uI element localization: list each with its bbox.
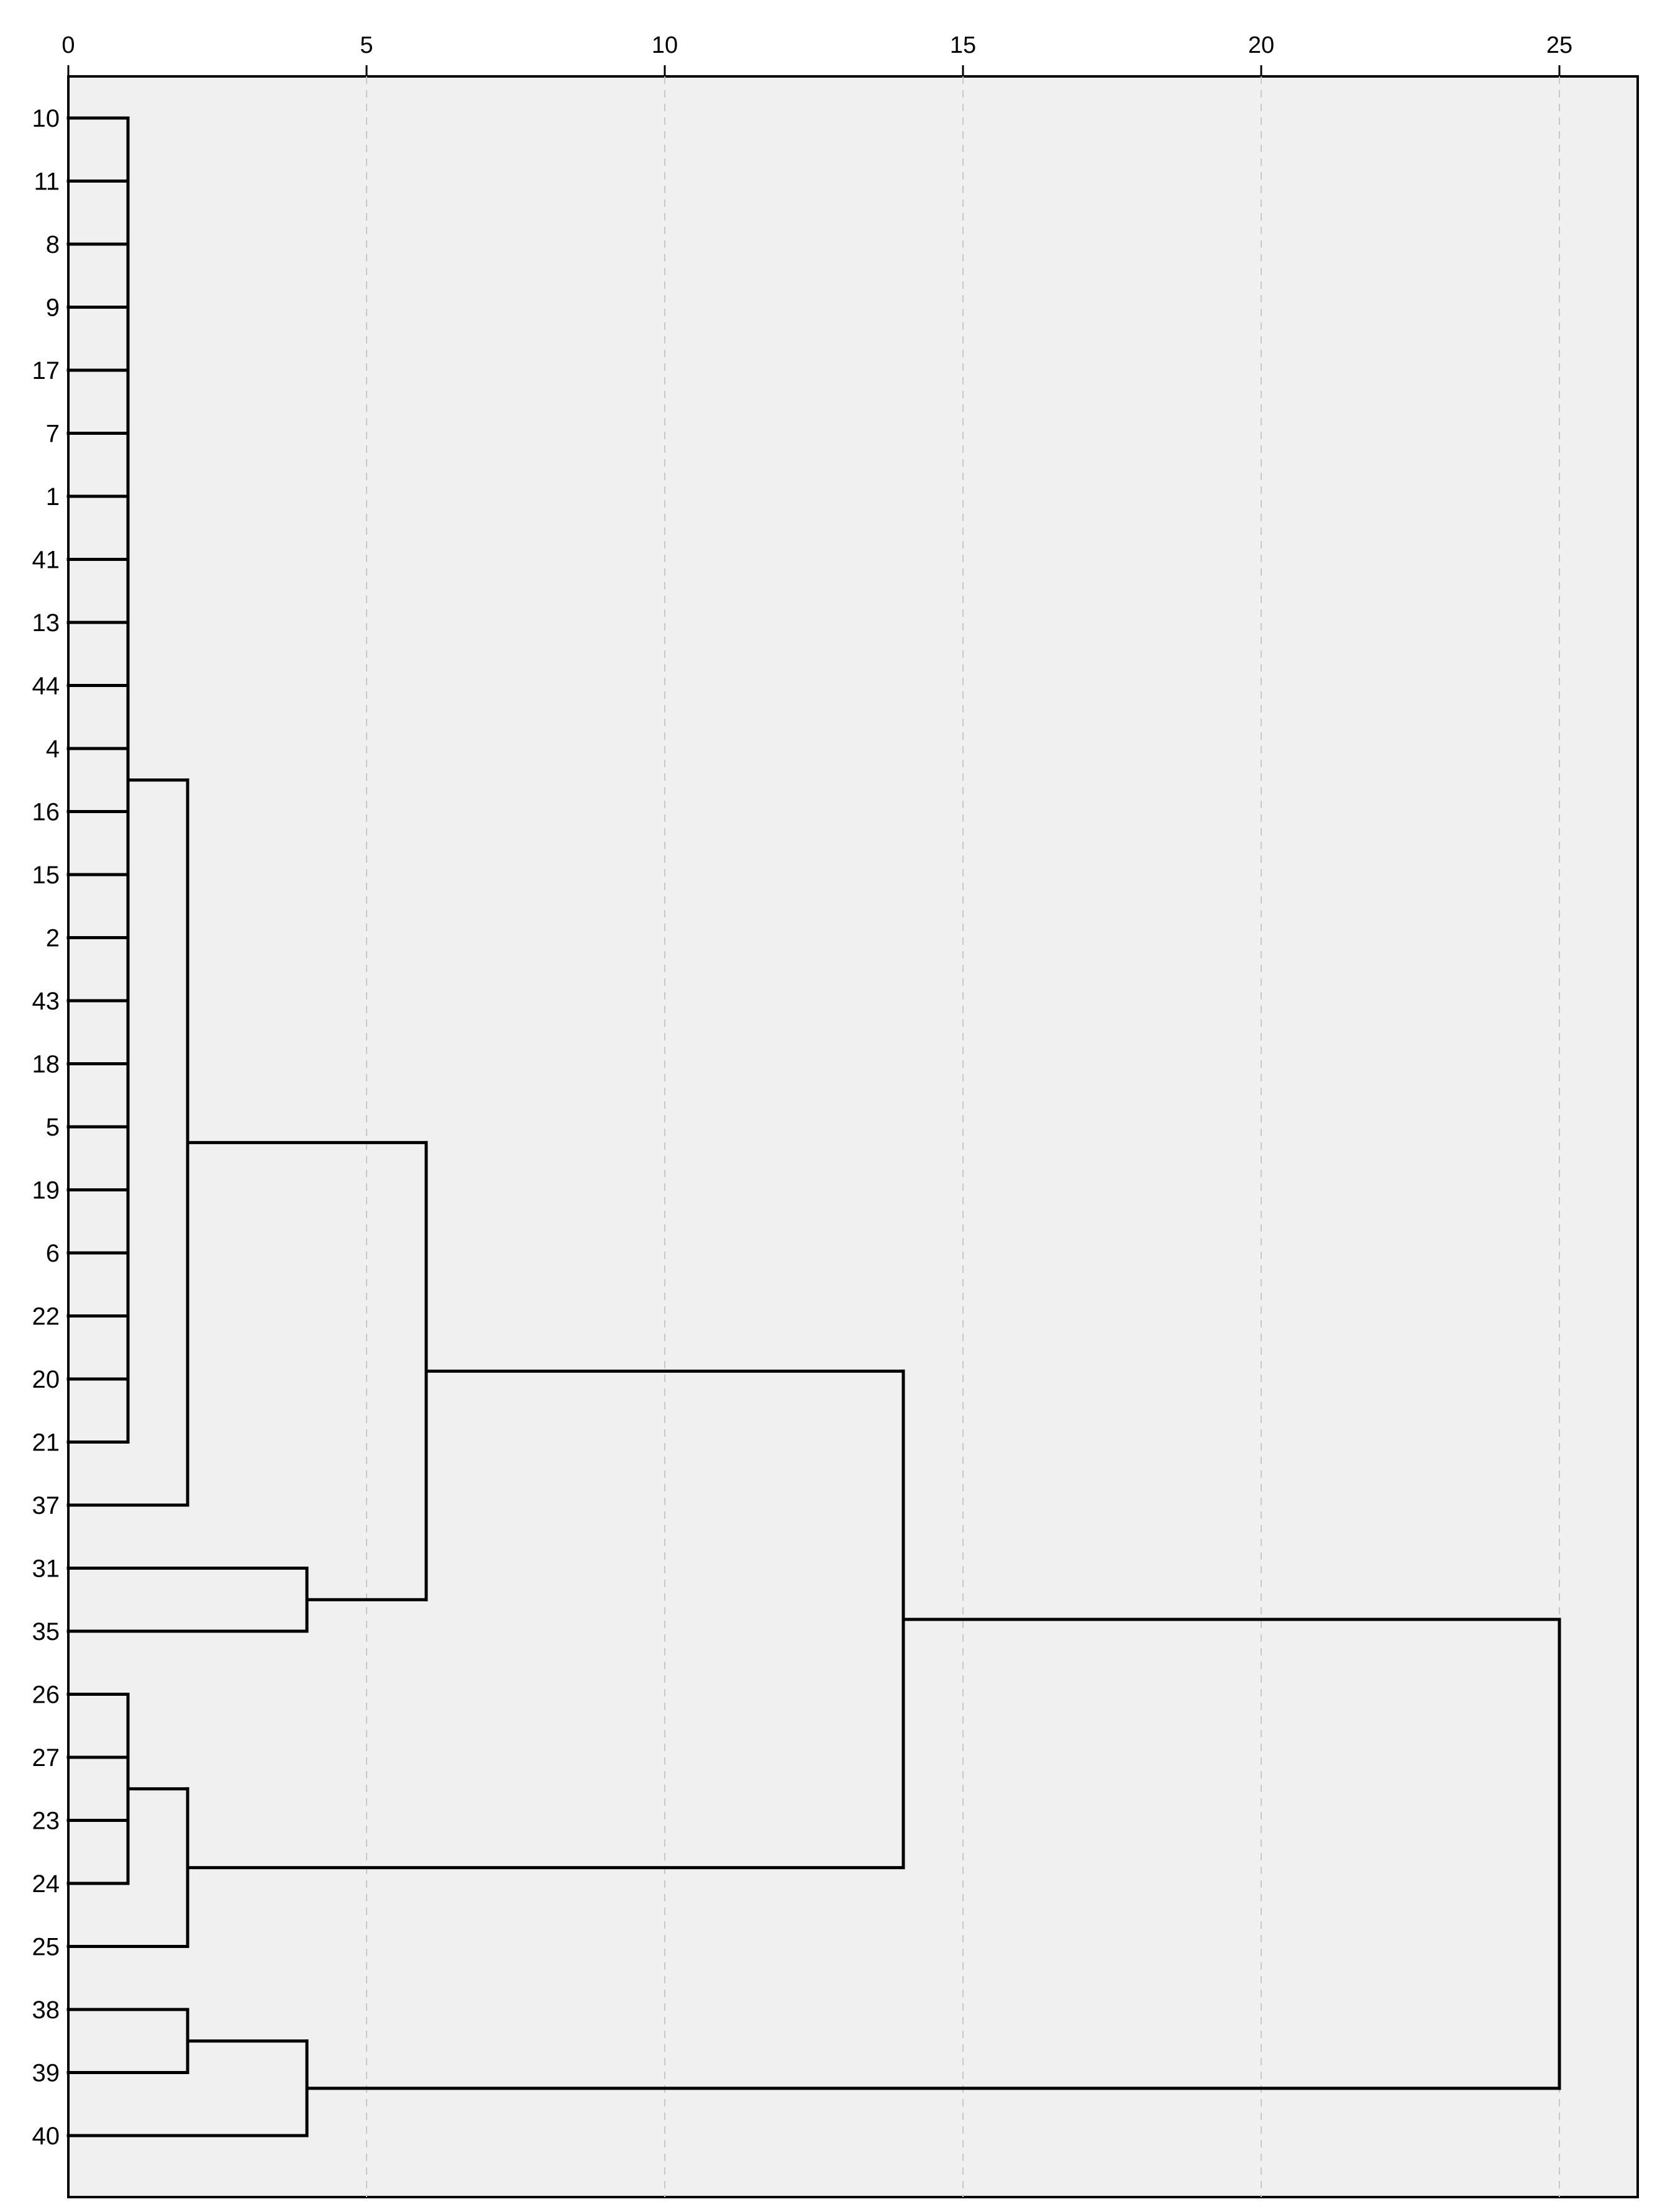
x-tick-label: 25	[1546, 32, 1572, 58]
leaf-label: 6	[46, 1240, 60, 1267]
leaf-label: 22	[32, 1303, 60, 1331]
leaf-label: 23	[32, 1808, 60, 1835]
leaf-label: 17	[32, 357, 60, 385]
leaf-label: 35	[32, 1618, 60, 1645]
leaf-label: 8	[46, 231, 60, 258]
leaf-label: 1	[46, 483, 60, 511]
dendrogram-links	[66, 116, 1561, 2137]
leaf-label: 21	[32, 1429, 60, 1457]
leaf-labels: 1011891771411344416152431851962220213731…	[32, 105, 60, 2150]
leaf-label: 43	[32, 988, 60, 1015]
leaf-label: 5	[46, 1114, 60, 1141]
x-tick-label: 0	[62, 32, 75, 58]
leaf-label: 9	[46, 294, 60, 322]
leaf-label: 39	[32, 2060, 60, 2087]
leaf-label: 24	[32, 1870, 60, 1898]
plot-area	[67, 75, 1639, 2198]
leaf-label: 15	[32, 862, 60, 889]
leaf-label: 11	[34, 168, 60, 196]
leaf-label: 18	[32, 1051, 60, 1078]
leaf-label: 10	[32, 105, 60, 132]
x-axis-ticks: 0 5 10 15 20 25	[62, 32, 1572, 76]
leaf-label: 13	[32, 609, 60, 637]
leaf-label: 2	[46, 925, 60, 952]
leaf-label: 19	[32, 1177, 60, 1204]
leaf-label: 40	[32, 2123, 60, 2150]
x-tick-label: 10	[652, 32, 678, 58]
leaf-label: 7	[46, 421, 60, 448]
leaf-label: 26	[32, 1682, 60, 1709]
leaf-label: 41	[32, 547, 60, 574]
leaf-label: 44	[32, 673, 60, 700]
leaf-label: 25	[32, 1934, 60, 1961]
x-tick-label: 15	[950, 32, 976, 58]
x-tick-label: 5	[360, 32, 373, 58]
leaf-label: 4	[46, 735, 60, 763]
leaf-label: 16	[32, 799, 60, 826]
x-tick-label: 20	[1248, 32, 1274, 58]
leaf-label: 38	[32, 1996, 60, 2024]
leaf-label: 20	[32, 1366, 60, 1393]
leaf-label: 27	[32, 1744, 60, 1772]
leaf-label: 31	[32, 1555, 60, 1583]
leaf-label: 37	[32, 1492, 60, 1519]
